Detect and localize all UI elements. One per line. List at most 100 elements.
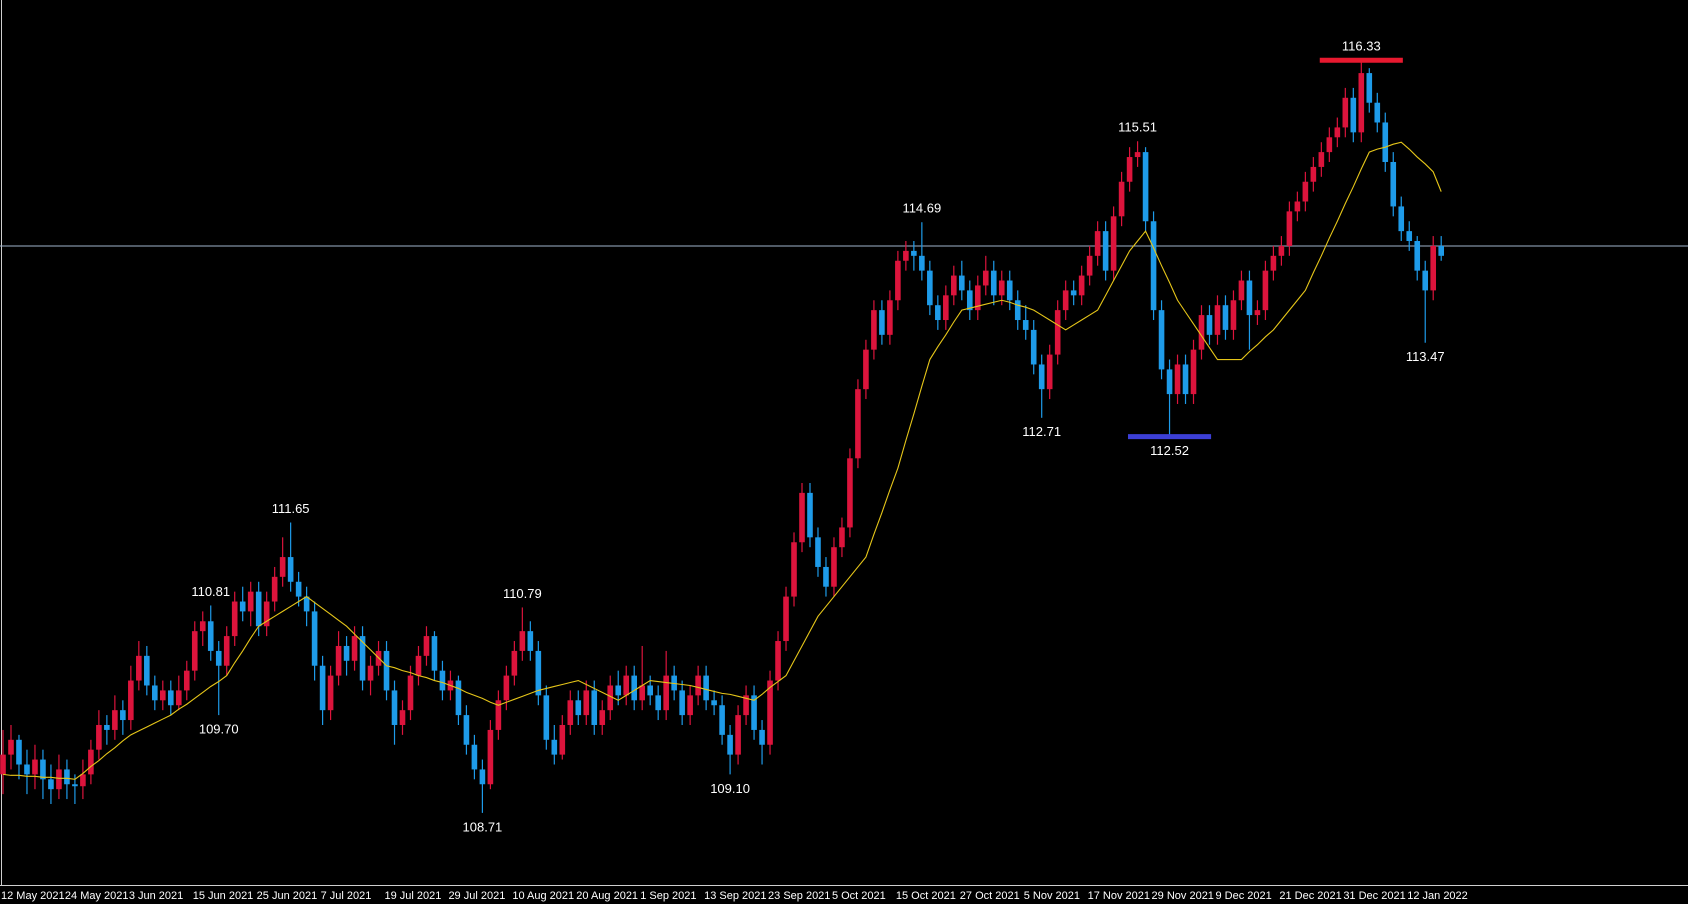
candle-body xyxy=(335,645,342,676)
x-tick-label: 7 Jul 2021 xyxy=(321,890,372,902)
candle-body xyxy=(1262,270,1269,311)
moving-average xyxy=(2,141,1442,780)
candle-body xyxy=(431,636,438,671)
candle-body xyxy=(551,739,558,755)
candle-body xyxy=(982,270,989,286)
price-annotation: 114.69 xyxy=(902,201,941,216)
candle-body xyxy=(207,621,214,651)
candle-body xyxy=(175,690,182,706)
x-tick-label: 23 Sep 2021 xyxy=(768,890,830,902)
x-tick-label: 20 Aug 2021 xyxy=(576,890,638,902)
candle-body xyxy=(399,710,406,725)
candle-body xyxy=(1078,275,1085,296)
x-tick-label: 10 Aug 2021 xyxy=(512,890,574,902)
candle-body xyxy=(663,675,669,711)
candle-body xyxy=(951,275,957,296)
candle-body xyxy=(0,754,6,775)
x-tick-label: 5 Nov 2021 xyxy=(1024,890,1080,902)
candle-body xyxy=(503,675,510,701)
candle-body xyxy=(1358,73,1365,133)
candle-body xyxy=(279,557,286,577)
candle-body xyxy=(519,631,526,651)
candle-body xyxy=(479,769,486,785)
candle-body xyxy=(607,685,614,711)
candle-body xyxy=(1230,300,1237,330)
x-tick-label: 12 May 2021 xyxy=(1,890,65,902)
candle-body xyxy=(1030,329,1037,365)
candle-body xyxy=(911,250,917,256)
candle-body xyxy=(48,779,54,790)
candle-body xyxy=(319,665,326,711)
candle-body xyxy=(8,739,14,755)
x-tick-label: 15 Oct 2021 xyxy=(896,890,956,902)
candle-body xyxy=(1390,161,1397,207)
candle-body xyxy=(527,631,534,651)
candle-body xyxy=(887,300,893,335)
price-annotation: 110.81 xyxy=(191,584,230,599)
candle-body xyxy=(160,690,166,701)
candle-body xyxy=(727,734,733,755)
x-tick-label: 19 Jul 2021 xyxy=(385,890,442,902)
candle-body xyxy=(743,695,749,716)
candle-body xyxy=(495,700,502,730)
candle-body xyxy=(439,670,446,691)
candle-body xyxy=(1182,364,1189,395)
candle-body xyxy=(239,601,246,612)
candle-body xyxy=(1118,181,1125,217)
x-tick-label: 5 Oct 2021 xyxy=(832,890,886,902)
candle-body xyxy=(351,636,358,661)
candle-body xyxy=(974,285,981,311)
x-tick-label: 17 Nov 2021 xyxy=(1088,890,1150,902)
candle-body xyxy=(1158,310,1165,370)
candle-body xyxy=(1254,310,1261,316)
candle-body xyxy=(1270,255,1277,271)
candle-body xyxy=(271,576,278,602)
candle-body xyxy=(1014,300,1021,321)
candle-body xyxy=(72,784,78,787)
candle-body xyxy=(1102,231,1109,271)
candle-body xyxy=(455,680,462,716)
candle-body xyxy=(96,724,102,750)
x-tick-label: 24 May 2021 xyxy=(65,890,129,902)
candle-body xyxy=(295,581,302,597)
candle-body xyxy=(183,670,190,691)
candle-body xyxy=(32,759,38,775)
candle-body xyxy=(1046,354,1053,390)
candle-body xyxy=(679,690,685,716)
price-annotation: 115.51 xyxy=(1118,120,1157,135)
x-tick-label: 15 Jun 2021 xyxy=(193,890,254,902)
price-annotation: 110.79 xyxy=(503,586,542,601)
candle-body xyxy=(255,591,262,627)
candle-body xyxy=(998,280,1005,296)
candle-body xyxy=(463,715,470,745)
candle-body xyxy=(799,492,805,543)
candle-body xyxy=(1302,181,1309,202)
candle-body xyxy=(639,685,645,701)
candle-body xyxy=(695,675,701,696)
candle-body xyxy=(623,675,630,696)
candle-body xyxy=(383,650,390,691)
candle-body xyxy=(1350,97,1357,133)
candle-body xyxy=(311,611,318,666)
candle-body xyxy=(359,636,366,681)
price-annotation: 111.65 xyxy=(272,501,310,516)
candle-body xyxy=(831,547,837,587)
candle-body xyxy=(767,680,773,745)
candle-body xyxy=(1326,137,1333,153)
x-tick-label: 27 Oct 2021 xyxy=(960,890,1020,902)
price-annotation: 109.10 xyxy=(710,781,750,796)
price-annotation: 113.47 xyxy=(1406,349,1445,364)
candle-body xyxy=(559,724,566,755)
candle-body xyxy=(367,665,374,681)
candle-body xyxy=(88,749,94,775)
candle-body xyxy=(1166,369,1173,395)
candle-body xyxy=(1374,102,1381,123)
x-tick-label: 9 Dec 2021 xyxy=(1215,890,1271,902)
candle-body xyxy=(1422,270,1429,291)
candle-body xyxy=(711,700,717,706)
candle-body xyxy=(415,655,422,676)
candle-body xyxy=(136,655,142,681)
candle-body xyxy=(855,389,861,459)
candle-body xyxy=(343,645,350,661)
candle-body xyxy=(471,744,478,770)
